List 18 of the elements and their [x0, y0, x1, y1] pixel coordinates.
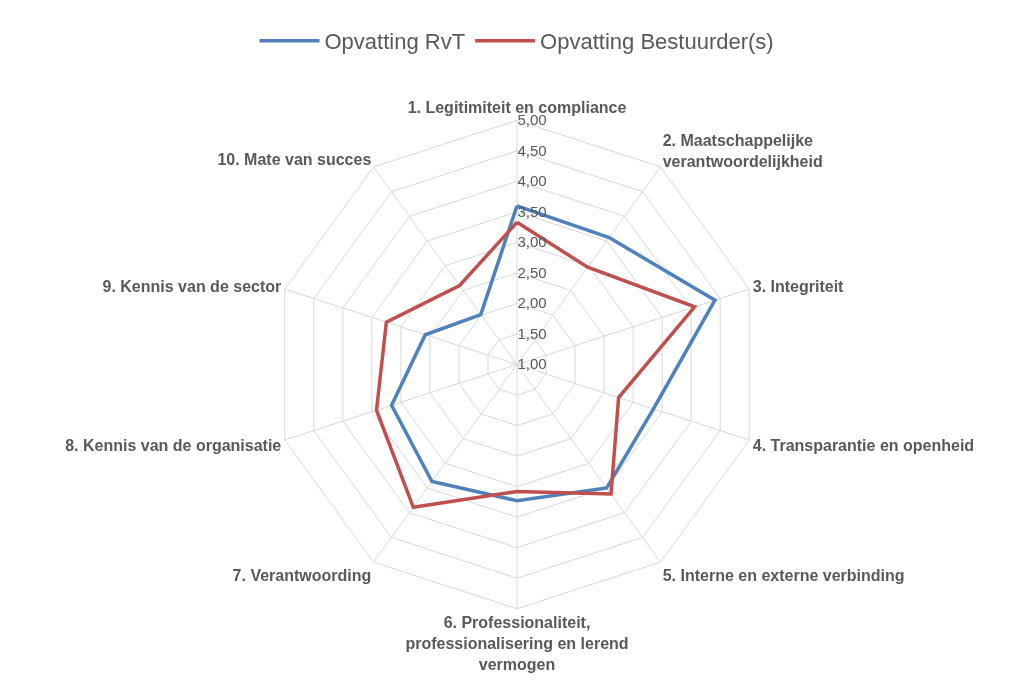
y-tick-label: 2,00 [517, 294, 547, 312]
y-tick-label: 1,50 [517, 324, 547, 342]
spoke-label: 3. Integriteit [752, 278, 845, 296]
y-tick-label: 1,00 [517, 355, 547, 373]
spoke-label: 4. Transparantie en openheid [752, 437, 975, 455]
y-tick-label: 2,50 [517, 263, 547, 281]
y-tick-label: 3,00 [517, 233, 547, 251]
spoke-label: 9. Kennis van de sector [102, 278, 282, 296]
y-tick-label: 4,50 [517, 141, 547, 159]
y-tick-label: 4,00 [517, 172, 547, 190]
spoke-label: 6. Professionaliteit, professionalisering en lerend vermogen [405, 614, 629, 674]
legend-label: Opvatting RvT [324, 29, 466, 55]
spoke-label: 2. Maatschappelijke verantwoordelijkheid [662, 131, 823, 170]
legend-label: Opvatting Bestuurder(s) [540, 29, 774, 55]
spoke-label: 7. Verantwoording [232, 567, 372, 585]
spoke-label: 5. Interne en externe verbinding [662, 567, 905, 585]
spoke-label: 8. Kennis van de organisatie [65, 437, 282, 455]
spoke-label: 10. Mate van succes [217, 150, 372, 168]
